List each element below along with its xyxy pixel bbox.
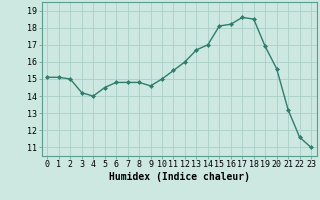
X-axis label: Humidex (Indice chaleur): Humidex (Indice chaleur) — [109, 172, 250, 182]
